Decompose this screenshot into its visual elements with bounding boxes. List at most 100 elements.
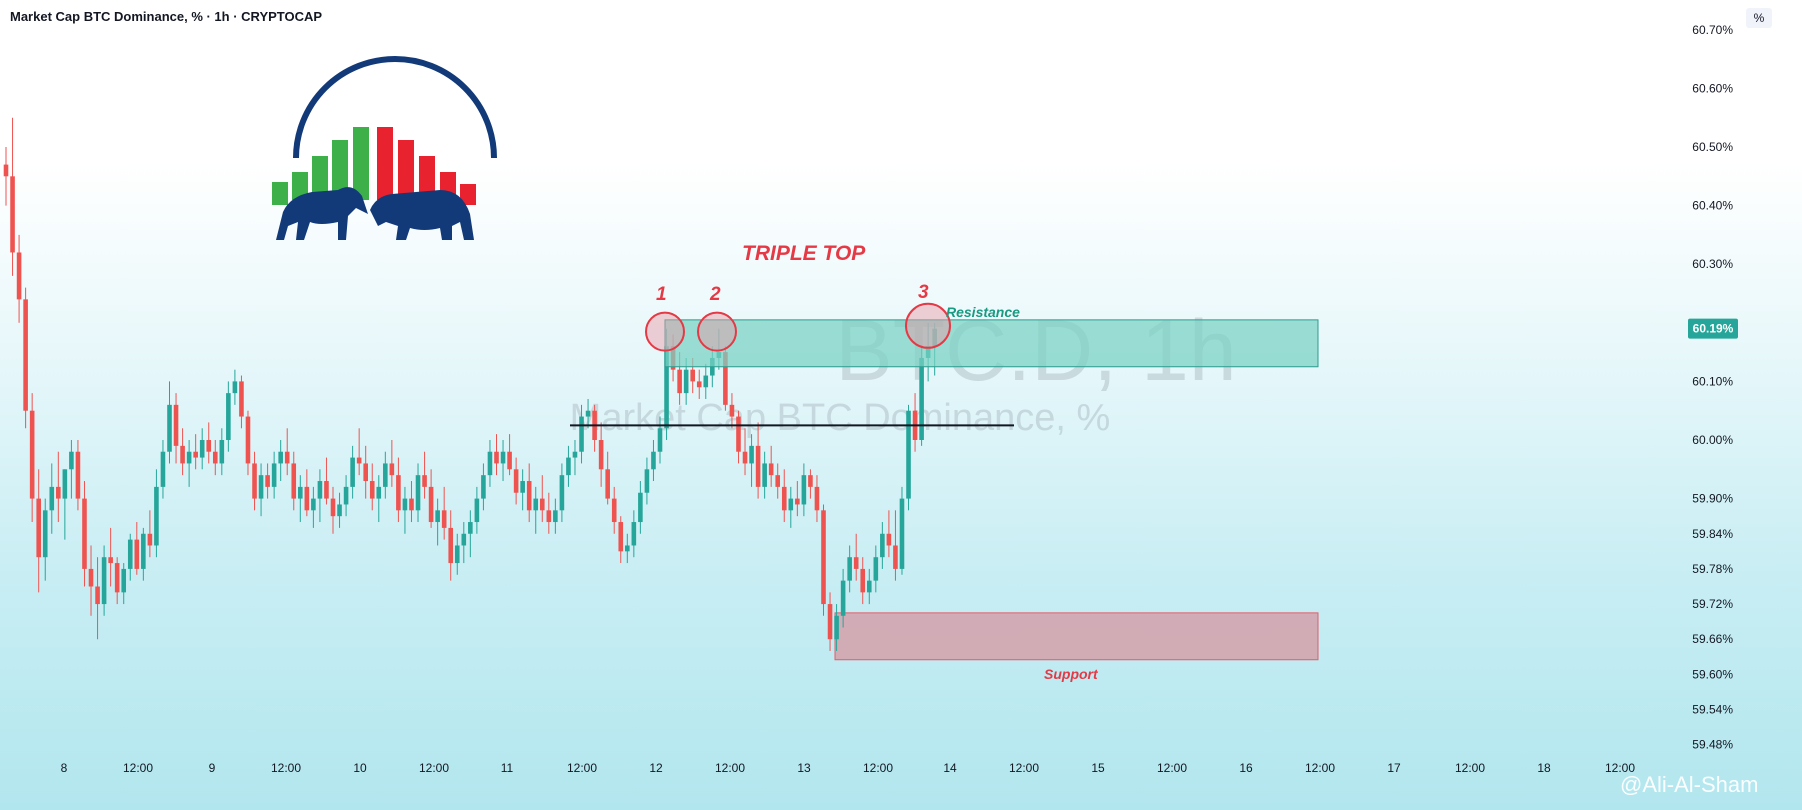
candle — [500, 440, 506, 482]
candle — [154, 469, 159, 558]
candle — [160, 440, 166, 499]
x-axis-tick-label: 13 — [797, 761, 811, 775]
candle — [95, 557, 100, 640]
candle — [742, 428, 748, 476]
candle — [265, 463, 270, 499]
candle-body — [690, 369, 695, 382]
bull-bear-logo — [272, 56, 497, 240]
candle-body — [415, 475, 421, 511]
candle — [252, 451, 257, 511]
candle-body — [212, 451, 218, 464]
candle — [788, 486, 794, 528]
candle — [389, 440, 395, 487]
candle — [422, 451, 427, 499]
candle-body — [36, 498, 41, 558]
candle — [409, 481, 414, 523]
top-1-circle[interactable] — [645, 311, 685, 352]
candle — [448, 510, 454, 581]
candle — [29, 393, 35, 523]
candle-body — [683, 369, 689, 394]
candle-body — [226, 393, 231, 440]
candle — [167, 381, 172, 464]
candle-body — [376, 486, 382, 499]
candle — [736, 410, 741, 464]
candle — [304, 469, 310, 517]
author-watermark: @Ali-Al-Sham — [1620, 772, 1759, 797]
candle — [625, 533, 630, 564]
pattern-label: TRIPLE TOP — [742, 242, 866, 265]
candle-body — [906, 410, 911, 499]
candle-body — [363, 463, 368, 482]
support-zone[interactable] — [834, 612, 1319, 661]
candle-body — [232, 381, 238, 394]
candle-body — [311, 498, 316, 511]
x-axis-tick-label: 12:00 — [1157, 761, 1187, 775]
top-2-circle[interactable] — [697, 311, 737, 352]
candle-body — [605, 469, 610, 499]
y-axis-tick-label: 59.78% — [1692, 562, 1733, 576]
candle-body — [435, 510, 440, 523]
candle — [186, 440, 192, 487]
candle — [10, 117, 15, 276]
candle-body — [775, 475, 781, 487]
candle — [566, 445, 571, 487]
candle-body — [95, 586, 100, 605]
top-3-circle[interactable] — [905, 302, 951, 349]
candle — [494, 434, 499, 476]
candle-body — [278, 451, 283, 464]
candle — [36, 469, 41, 593]
candle — [369, 463, 375, 511]
x-axis-tick-label: 12:00 — [1605, 761, 1635, 775]
candle-body — [343, 486, 349, 505]
candle — [585, 398, 591, 429]
candle — [239, 375, 244, 429]
candle — [487, 440, 493, 487]
candle-body — [625, 545, 630, 552]
candle — [383, 451, 388, 499]
candle-body — [880, 533, 885, 558]
candle-body — [840, 580, 846, 616]
candle — [631, 510, 637, 558]
candle-body — [742, 451, 748, 464]
y-axis-tick-label: 60.00% — [1692, 433, 1733, 447]
candle-body — [755, 445, 761, 487]
candle-body — [356, 457, 362, 464]
candle-body — [808, 475, 813, 487]
candle — [886, 510, 892, 558]
candle — [284, 428, 290, 476]
candle — [193, 434, 198, 470]
resistance-zone[interactable] — [664, 319, 1319, 368]
x-axis-tick-label: 12:00 — [123, 761, 153, 775]
candle-body — [134, 539, 140, 569]
x-axis-tick-label: 8 — [61, 761, 68, 775]
candle — [88, 545, 94, 616]
candle — [546, 492, 552, 534]
y-axis-tick-label: 60.30% — [1692, 257, 1733, 271]
candle-body — [389, 463, 395, 476]
last-price-badge[interactable]: 60.19% — [1688, 318, 1738, 339]
candle — [343, 475, 349, 517]
x-axis-tick-label: 14 — [943, 761, 957, 775]
candle-body — [899, 498, 905, 569]
candle — [827, 592, 833, 651]
y-axis-tick-label: 59.66% — [1692, 632, 1733, 646]
candle — [226, 381, 231, 452]
candle — [474, 486, 480, 534]
candle — [56, 451, 61, 523]
candle-body — [245, 416, 251, 464]
candle — [834, 604, 839, 651]
candle-body — [500, 451, 506, 464]
last-price-label: 60.19% — [1693, 322, 1734, 336]
x-axis-tick-label: 12:00 — [715, 761, 745, 775]
candle — [808, 469, 813, 499]
x-axis-tick-label: 12:00 — [1455, 761, 1485, 775]
candle-body — [827, 604, 833, 640]
candle-body — [781, 486, 787, 511]
candle — [42, 498, 48, 581]
candle — [592, 404, 597, 452]
percent-scale-button[interactable]: % — [1746, 8, 1772, 28]
candle — [853, 533, 859, 581]
candle-body — [219, 440, 225, 464]
